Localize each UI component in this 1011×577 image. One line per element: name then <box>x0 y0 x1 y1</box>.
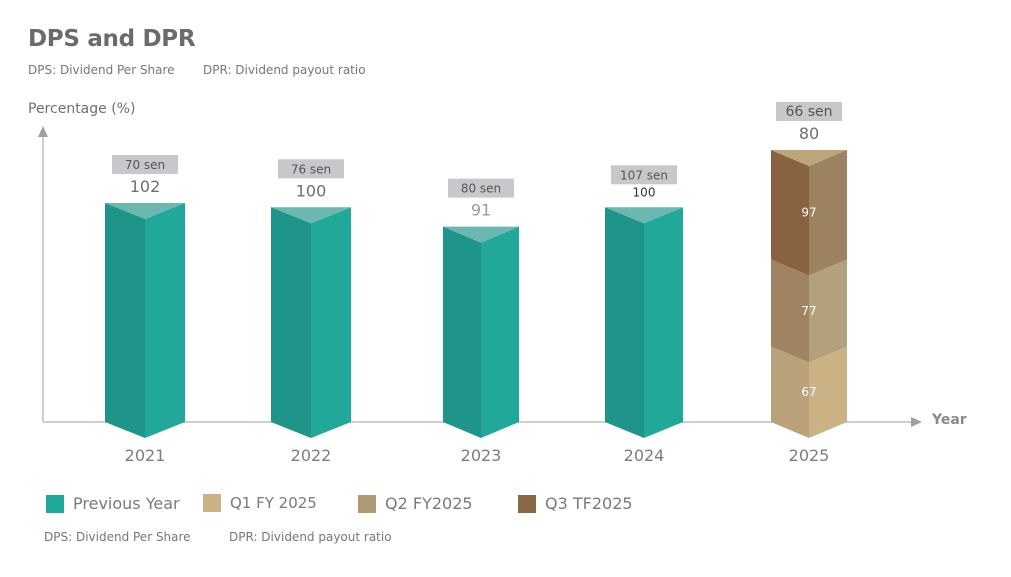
dps-badge <box>112 155 178 174</box>
bar-2025-q2 <box>771 259 847 363</box>
bar-2024-top-face <box>605 207 683 224</box>
legend-swatch-q1 <box>203 494 221 512</box>
bar-2023-right-face <box>481 226 519 438</box>
bar-2025-q3 <box>771 150 847 276</box>
legend-item-previous-year: Previous Year <box>46 494 180 513</box>
subtitle-dps: DPS: Dividend Per Share <box>28 63 175 77</box>
chart-title: DPS and DPR <box>28 26 196 52</box>
dps-badge <box>776 102 842 121</box>
x-tick-label: 2024 <box>624 446 665 465</box>
dps-badge <box>448 178 514 198</box>
bar-2025-q2-left-face <box>771 259 809 363</box>
dps-badge-label: 66 sen <box>785 104 832 120</box>
bar-2025-q3-top-face <box>771 150 847 166</box>
bar-2022-top-face <box>271 207 351 224</box>
dpr-value-label: 100 <box>633 185 656 199</box>
bar-2021-right-face <box>145 203 185 438</box>
x-axis-arrow-icon <box>911 417 922 427</box>
bar-2022-right-face <box>311 207 351 438</box>
dps-badge-label: 70 sen <box>125 158 165 172</box>
dps-badge-label: 76 sen <box>291 162 331 176</box>
y-axis-arrow-icon <box>38 126 48 137</box>
x-tick-label: 2021 <box>125 446 166 465</box>
bar-2021-left-face <box>105 203 145 438</box>
labels: 67 77 97 102 70 sen 2021 100 76 sen 2022 91 80 sen… <box>112 102 842 465</box>
bar-2025-q1 <box>771 346 847 438</box>
bar-2022 <box>271 207 351 438</box>
bar-2023 <box>443 226 519 438</box>
bar-2025-q1-right-face <box>809 346 847 438</box>
bar-2024 <box>605 207 683 438</box>
bar-2021-top-face <box>105 203 185 219</box>
dpr-value-label: 102 <box>130 177 161 196</box>
dpr-value-label: 91 <box>471 201 491 220</box>
legend-item-q2: Q2 FY2025 <box>358 494 473 513</box>
x-tick-label: 2025 <box>789 446 830 465</box>
x-tick-label: 2022 <box>291 446 332 465</box>
bar-2024-left-face <box>605 207 644 438</box>
footnote-dpr: DPR: Dividend payout ratio <box>229 530 392 544</box>
bar-2023-left-face <box>443 226 481 438</box>
legend-label: Q2 FY2025 <box>385 494 473 513</box>
legend-item-q3: Q3 TF2025 <box>518 494 633 513</box>
legend-label: Q3 TF2025 <box>545 494 633 513</box>
bar-2022-left-face <box>271 207 311 438</box>
bar-2025-q2-right-face <box>809 259 847 363</box>
dpr-value-label: 100 <box>296 181 327 200</box>
legend-item-q1: Q1 FY 2025 <box>203 494 317 512</box>
bar-2023-top-face <box>443 226 519 243</box>
legend-label: Q1 FY 2025 <box>230 494 317 512</box>
footnote-dps: DPS: Dividend Per Share <box>44 530 191 544</box>
dpr-value-label: 80 <box>799 124 819 143</box>
x-tick-label: 2023 <box>461 446 502 465</box>
dps-badge-label: 80 sen <box>461 182 501 196</box>
segment-value-label: 97 <box>801 206 816 220</box>
dps-badge <box>611 165 677 185</box>
x-axis-label: Year <box>932 412 967 428</box>
bars <box>105 150 847 438</box>
dps-badge <box>278 159 344 179</box>
y-axis-label: Percentage (%) <box>28 101 136 117</box>
legend-swatch-previous-year <box>46 494 64 513</box>
bar-2024-right-face <box>644 207 683 438</box>
bar-2025-q3-right-face <box>809 150 847 276</box>
segment-value-label: 77 <box>801 304 816 318</box>
legend-label: Previous Year <box>73 494 180 513</box>
legend-swatch-q3 <box>518 494 536 513</box>
bar-2025-q1-left-face <box>771 346 809 438</box>
legend-swatch-q2 <box>358 494 376 513</box>
dps-badge-label: 107 sen <box>620 168 668 182</box>
bar-2021 <box>105 203 185 438</box>
bar-2025-q3-left-face <box>771 150 809 276</box>
segment-value-label: 67 <box>801 385 816 399</box>
subtitle-dpr: DPR: Dividend payout ratio <box>203 63 366 77</box>
